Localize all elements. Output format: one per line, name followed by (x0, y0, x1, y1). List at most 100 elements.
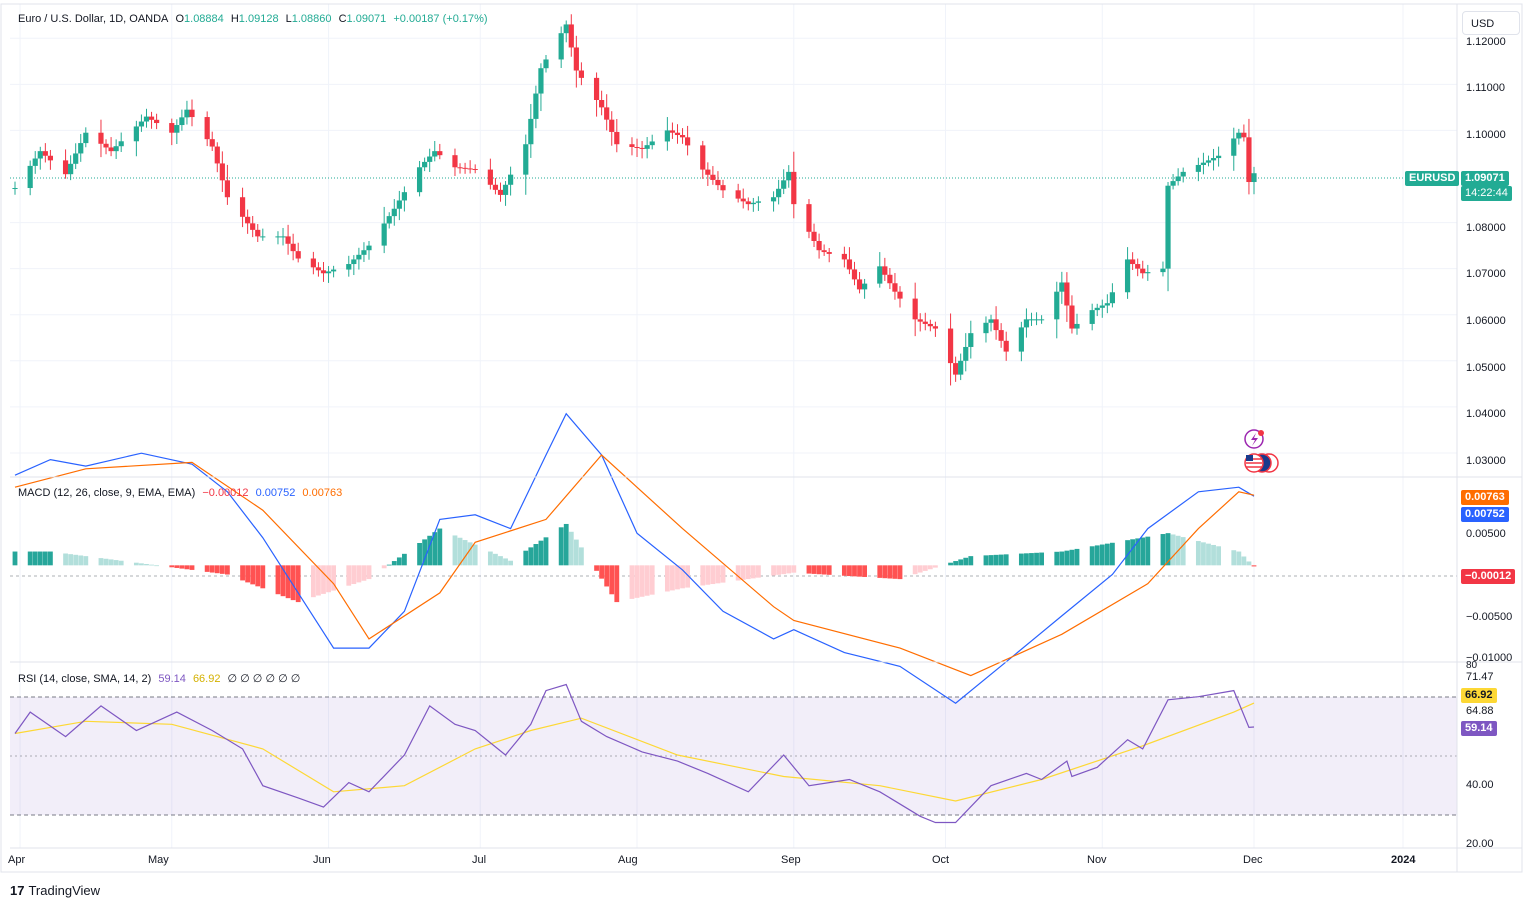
tradingview-brand[interactable]: 17 TradingView (10, 883, 100, 898)
candle-body (629, 144, 635, 147)
macd-histogram-bar (219, 565, 225, 574)
macd-signal-line (14, 454, 1255, 677)
candle-body (674, 132, 681, 136)
candle-body (578, 70, 584, 78)
macd-histogram-bar (472, 544, 478, 566)
macd-histogram-bar (533, 544, 539, 566)
candle-body (224, 180, 230, 198)
candle-body (1246, 137, 1252, 183)
candle-body (1039, 319, 1045, 321)
macd-histogram-bar (98, 558, 104, 566)
rsi-band (10, 697, 1457, 815)
macd-histogram-bar (250, 565, 256, 585)
macd-histogram-bar (963, 557, 969, 566)
macd-histogram-bar (321, 565, 326, 594)
candle-body (1180, 171, 1186, 177)
macd-histogram-bar (579, 547, 584, 566)
macd-histogram-bar (78, 555, 84, 566)
macd-histogram-bar (240, 565, 245, 581)
macd-histogram-bar (917, 565, 923, 573)
candle-body (791, 171, 797, 205)
candle-body (735, 190, 741, 199)
macd-histogram-bar (897, 565, 903, 580)
macd-histogram-bar (1064, 550, 1070, 566)
candle-body (472, 169, 478, 171)
macd-histogram-bar (664, 565, 670, 592)
candle-body (497, 189, 504, 195)
macd-histogram-bar (1231, 550, 1237, 566)
macd-histogram-bar (432, 532, 438, 566)
candle-body (927, 323, 933, 327)
macd-histogram-bar (260, 565, 266, 589)
macd-histogram-bar (720, 565, 726, 583)
alert-dot (1258, 430, 1264, 436)
macd-histogram-bar (1099, 544, 1105, 566)
macd-tick: −0.01000 (1466, 652, 1513, 664)
macd-histogram-bar (1160, 534, 1166, 566)
macd-signal-tag: 0.00763 (1461, 490, 1509, 505)
candle-body (922, 321, 928, 324)
candle-body (427, 156, 433, 162)
candle-body (310, 258, 316, 268)
candle-body (245, 216, 251, 224)
candle-body (538, 68, 544, 94)
rsi-value: 59.14 (158, 673, 186, 685)
candle-body (320, 270, 327, 274)
candle-body (83, 132, 89, 144)
currency-button[interactable]: USD (1462, 11, 1520, 35)
macd-histogram-bar (437, 528, 443, 566)
candle-body (98, 132, 104, 144)
symbol-tag: EURUSD (1405, 171, 1460, 186)
macd-histogram-bar (670, 565, 675, 591)
candle-body (1231, 138, 1237, 156)
candle-body (781, 180, 787, 189)
candle-body (457, 167, 463, 169)
candlesticks[interactable] (12, 14, 1257, 386)
macd-histogram-bar (538, 540, 544, 566)
macd-histogram-bar (887, 565, 893, 579)
close-value: 1.09071 (346, 13, 387, 25)
event-icons[interactable] (1244, 429, 1279, 473)
macd-histogram-bar (680, 565, 685, 589)
macd-histogram-bar (756, 565, 761, 578)
macd-histogram-bar (948, 562, 953, 566)
candle-body (1003, 340, 1009, 352)
candle-body (189, 109, 195, 118)
candle-body (1018, 327, 1024, 352)
candle-body (533, 93, 539, 119)
candle-body (1216, 155, 1222, 159)
time-tick: Jul (472, 854, 487, 866)
candle-body (250, 223, 256, 230)
lightning-glyph (1251, 433, 1258, 446)
candle-body (113, 146, 119, 152)
candle-body (1104, 303, 1110, 306)
candle-body (401, 192, 407, 201)
candle-body (331, 269, 337, 272)
candle-body (700, 145, 706, 170)
macd-histogram-bar (771, 565, 776, 576)
candle-body (740, 198, 746, 202)
macd-histogram-bar (290, 565, 296, 601)
macd-histogram-bar (1251, 565, 1257, 567)
macd-histogram-bar (351, 565, 357, 585)
macd-legend: MACD (12, 26, close, 9, EMA, EMA) −0.000… (18, 487, 346, 499)
candle-body (492, 184, 499, 190)
candle-body (664, 130, 670, 142)
candle-body (346, 264, 352, 270)
low-label: L (285, 13, 292, 25)
candle-body (37, 151, 43, 159)
macd-histogram-bar (48, 551, 53, 566)
macd-histogram-bar (214, 565, 220, 574)
candle-body (851, 269, 858, 280)
macd-histogram-bar (255, 565, 261, 587)
candle-body (998, 330, 1004, 341)
macd-histogram-bar (498, 556, 503, 566)
macd-histogram-bar (113, 560, 119, 566)
high-label: H (230, 13, 239, 25)
candle-body (543, 59, 549, 69)
candle-body (108, 147, 114, 152)
macd-histogram-bar (740, 565, 746, 580)
time-tick: May (148, 854, 169, 866)
candle-body (755, 201, 761, 203)
